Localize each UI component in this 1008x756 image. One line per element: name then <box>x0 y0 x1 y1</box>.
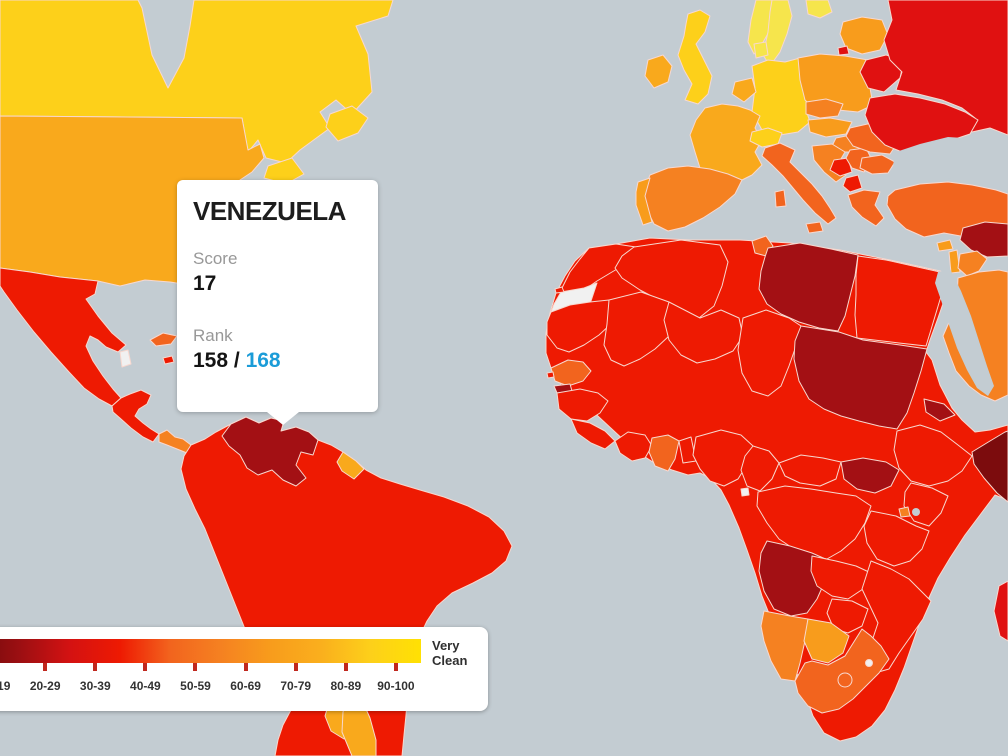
black-sea <box>893 137 1008 186</box>
country-greece[interactable] <box>847 189 885 227</box>
country-mexico[interactable] <box>0 267 127 407</box>
country-french-guiana[interactable] <box>336 451 365 480</box>
country-central-african-republic[interactable] <box>778 454 842 487</box>
legend-label-90-100: 90-100 <box>377 679 415 693</box>
country-drc[interactable] <box>756 485 872 560</box>
country-libya[interactable] <box>758 242 859 332</box>
country-united-kingdom[interactable] <box>677 9 713 105</box>
region-central-america[interactable] <box>111 389 160 443</box>
tooltip-rank-total-link[interactable]: 168 <box>245 349 281 372</box>
country-cyprus[interactable] <box>936 239 954 252</box>
country-botswana[interactable] <box>803 618 850 664</box>
country-israel[interactable] <box>948 249 961 274</box>
country-denmark[interactable] <box>753 41 769 59</box>
country-russia[interactable] <box>883 0 1008 136</box>
legend-very-clean-label: Very Clean <box>432 638 468 668</box>
country-austria[interactable] <box>807 117 853 138</box>
tooltip-score-label: Score <box>193 249 238 268</box>
country-syria-iraq[interactable] <box>959 221 1008 258</box>
country-somalia[interactable] <box>971 430 1008 503</box>
legend-scale-labels: 10-19 20-29 30-39 40-49 50-59 60-69 70-7… <box>0 679 421 693</box>
tooltip-rank-number: 158 <box>193 349 229 372</box>
country-czech-slovakia[interactable] <box>805 98 844 119</box>
country-italy[interactable] <box>761 142 837 225</box>
islands-canary[interactable] <box>554 286 565 294</box>
country-tanzania[interactable] <box>863 510 930 567</box>
country-belize[interactable] <box>119 349 132 368</box>
country-italy-sardinia[interactable] <box>774 189 787 208</box>
country-cuba[interactable] <box>149 332 178 347</box>
legend-label-60-69: 60-69 <box>230 679 261 693</box>
country-tooltip: VENEZUELA Score 17 Rank 158 / 168 <box>177 180 378 425</box>
tooltip-rank-separator: / <box>233 349 240 372</box>
tooltip-rank-label: Rank <box>193 326 233 345</box>
country-ireland[interactable] <box>644 54 673 89</box>
country-canada[interactable] <box>0 0 394 164</box>
country-jamaica[interactable] <box>162 355 175 365</box>
country-sudan[interactable] <box>793 325 928 430</box>
lake-victoria <box>912 508 920 516</box>
country-south-africa[interactable] <box>794 628 890 714</box>
tooltip-score-value: 17 <box>193 272 217 295</box>
country-zambia[interactable] <box>810 555 872 600</box>
red-sea <box>935 269 994 396</box>
country-mauritania[interactable] <box>546 299 619 353</box>
country-canada-newfoundland[interactable] <box>325 105 369 142</box>
country-lesotho[interactable] <box>837 672 853 688</box>
country-equatorial-guinea[interactable] <box>740 487 750 497</box>
tooltip-country-name: VENEZUELA <box>193 196 346 226</box>
legend-label-40-49: 40-49 <box>130 679 161 693</box>
country-jordan[interactable] <box>957 250 988 277</box>
country-france[interactable] <box>689 103 763 186</box>
islands-cape-verde[interactable] <box>546 371 555 379</box>
legend-label-70-79: 70-79 <box>280 679 312 693</box>
country-senegal[interactable] <box>550 359 592 387</box>
score-legend: 10-19 20-29 30-39 40-49 50-59 60-69 70-7… <box>0 627 488 711</box>
country-chad[interactable] <box>737 309 802 397</box>
tooltip-pointer <box>267 412 299 425</box>
country-egypt[interactable] <box>854 255 950 347</box>
country-south-sudan[interactable] <box>840 457 900 494</box>
region-kaliningrad[interactable] <box>837 45 850 56</box>
country-portugal[interactable] <box>635 177 653 226</box>
legend-ticks <box>0 663 421 671</box>
country-rwanda[interactable] <box>898 506 911 518</box>
country-sierra-leone-liberia[interactable] <box>570 418 616 450</box>
legend-label-50-59: 50-59 <box>180 679 211 693</box>
region-baltic-states[interactable] <box>839 16 889 55</box>
country-cameroon[interactable] <box>740 445 780 492</box>
country-albania-macedonia[interactable] <box>842 174 863 193</box>
legend-label-30-39: 30-39 <box>79 679 111 693</box>
country-mali[interactable] <box>603 291 677 367</box>
legend-label-20-29: 20-29 <box>29 679 61 693</box>
country-madagascar[interactable] <box>993 580 1008 642</box>
country-italy-sicily[interactable] <box>805 221 824 234</box>
country-finland[interactable] <box>805 0 833 19</box>
country-guinea[interactable] <box>556 388 609 422</box>
legend-label-10-19: 10-19 <box>0 679 11 693</box>
country-sweden[interactable] <box>762 0 793 67</box>
tooltip-rank-value: 158 / 168 <box>193 349 378 373</box>
country-canada-novascotia[interactable] <box>263 157 305 185</box>
country-zimbabwe[interactable] <box>826 598 869 634</box>
legend-gradient-bar <box>0 639 421 663</box>
country-ghana[interactable] <box>648 434 680 472</box>
country-swaziland[interactable] <box>865 659 873 667</box>
country-bulgaria[interactable] <box>859 154 896 175</box>
country-netherlands-belgium[interactable] <box>731 77 757 103</box>
legend-label-80-89: 80-89 <box>330 679 362 693</box>
country-ethiopia[interactable] <box>893 424 973 487</box>
country-niger[interactable] <box>663 301 744 364</box>
country-eritrea[interactable] <box>923 398 956 422</box>
country-nigeria[interactable] <box>692 429 754 487</box>
